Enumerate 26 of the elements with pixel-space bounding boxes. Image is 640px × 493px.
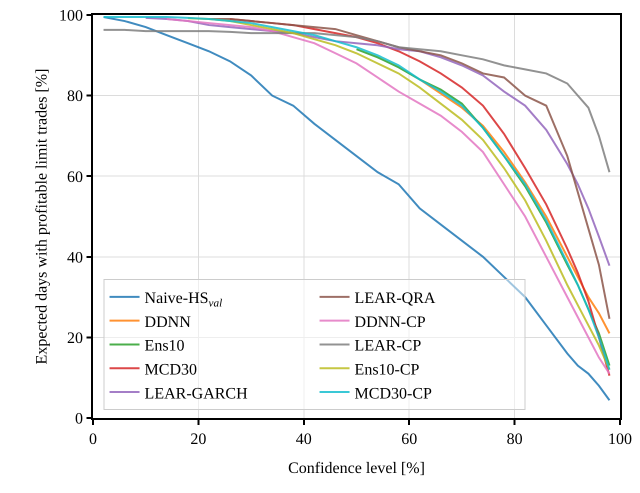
legend-label: Naive-HS$_{val}$ [144, 290, 222, 310]
y-tick-label: 40 [67, 249, 84, 266]
legend-label: DDNN-CP [354, 314, 426, 331]
legend-label: LEAR-GARCH [144, 385, 248, 402]
legend-label: MCD30 [144, 361, 197, 378]
x-tick-label: 20 [190, 430, 206, 448]
legend-label: LEAR-CP [354, 338, 422, 355]
legend-label: Ens10-CP [354, 361, 420, 378]
y-tick-label: 60 [67, 168, 84, 186]
y-tick-label: 0 [75, 410, 84, 428]
x-tick-label: 0 [89, 430, 97, 448]
x-tick-label: 100 [608, 430, 632, 448]
legend-label: DDNN [144, 314, 192, 331]
line-series [102, 28, 610, 174]
y-tick-label: 100 [59, 8, 84, 25]
legend-label: LEAR-QRA [354, 290, 436, 308]
y-tick-label: 20 [67, 330, 84, 347]
y-axis-title: Expected days with profitable limit trades [%] [33, 68, 50, 364]
x-tick-label: 40 [296, 430, 312, 448]
x-tick-label: 60 [401, 430, 418, 448]
legend-label: Ens10 [144, 338, 185, 355]
x-axis-title: Confidence level [%] [288, 460, 425, 478]
x-tick-label: 80 [506, 430, 523, 448]
legend-label: MCD30-CP [354, 385, 432, 402]
line-series [144, 16, 610, 267]
y-tick-label: 80 [67, 88, 84, 106]
